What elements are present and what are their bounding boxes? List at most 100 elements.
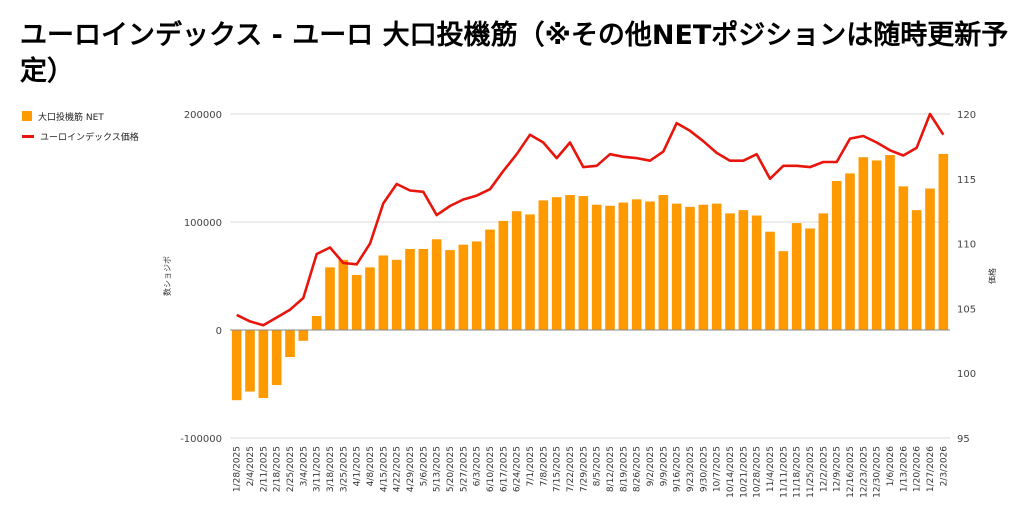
y-tick-label: 200000 xyxy=(184,110,222,121)
x-tick-label: 9/16/2025 xyxy=(673,446,683,492)
bar xyxy=(258,330,269,399)
bar xyxy=(365,267,375,330)
bar xyxy=(711,203,722,330)
bar xyxy=(325,267,335,330)
bar xyxy=(725,213,735,330)
bar xyxy=(645,201,655,330)
bar xyxy=(538,200,549,330)
x-tick-label: 12/16/2025 xyxy=(846,446,856,498)
bar xyxy=(338,259,349,330)
x-tick-label: 6/10/2025 xyxy=(486,446,496,492)
legend-item-price[interactable]: ユーロインデックス価格 xyxy=(22,126,139,146)
bar xyxy=(831,180,842,330)
y2-tick-label: 120 xyxy=(957,110,976,121)
bar xyxy=(805,228,815,330)
bar xyxy=(631,199,642,330)
bar xyxy=(938,153,949,330)
x-tick-label: 10/21/2025 xyxy=(739,446,749,498)
x-tick-label: 7/8/2025 xyxy=(539,446,549,486)
bar xyxy=(911,210,922,330)
legend-label-net: 大口投機筋 NET xyxy=(38,112,104,123)
x-tick-label: 12/2/2025 xyxy=(819,446,829,492)
x-tick-label: 8/26/2025 xyxy=(633,446,643,492)
x-tick-label: 4/29/2025 xyxy=(406,446,416,492)
x-tick-label: 4/15/2025 xyxy=(379,446,389,492)
x-tick-label: 9/9/2025 xyxy=(659,446,669,486)
x-tick-label: 6/3/2025 xyxy=(473,446,483,486)
bar xyxy=(418,249,429,330)
bar xyxy=(391,259,402,330)
x-tick-label: 3/11/2025 xyxy=(313,446,323,492)
y-tick-label: 100000 xyxy=(184,218,222,229)
bar xyxy=(245,330,255,392)
bar xyxy=(285,330,295,357)
x-tick-label: 10/14/2025 xyxy=(726,446,736,498)
bar xyxy=(565,195,575,330)
bar xyxy=(898,186,909,330)
bar xyxy=(578,196,589,330)
y-tick-label: 0 xyxy=(216,326,222,337)
bar xyxy=(511,211,522,330)
chart-title: ユーロインデックス - ユーロ 大口投機筋（※その他NETポジションは随時更新予… xyxy=(20,20,1009,87)
x-tick-label: 9/23/2025 xyxy=(686,446,696,492)
y2-tick-label: 115 xyxy=(957,175,976,186)
x-tick-label: 2/11/2025 xyxy=(259,446,269,492)
x-tick-label: 5/6/2025 xyxy=(419,446,429,486)
y2-tick-label: 105 xyxy=(957,304,976,315)
bar xyxy=(858,157,869,330)
x-tick-label: 3/4/2025 xyxy=(299,446,309,486)
bar xyxy=(378,255,389,330)
bar xyxy=(431,239,442,330)
legend-label-price: ユーロインデックス価格 xyxy=(40,132,139,143)
bar xyxy=(298,330,309,341)
legend-swatch-bar xyxy=(22,111,32,121)
x-tick-label: 5/20/2025 xyxy=(446,446,456,492)
bar xyxy=(818,213,829,330)
x-tick-label: 7/1/2025 xyxy=(526,446,536,486)
x-tick-label: 1/20/2026 xyxy=(913,446,923,492)
bar xyxy=(658,195,669,330)
y-axis-label: 数ショジボ xyxy=(162,256,172,296)
x-tick-label: 1/13/2026 xyxy=(899,446,909,492)
bar xyxy=(871,160,882,330)
y2-axis-label: 価格 xyxy=(987,268,997,284)
bar xyxy=(445,250,455,330)
x-tick-label: 11/25/2025 xyxy=(806,446,816,498)
x-tick-label: 8/19/2025 xyxy=(619,446,629,492)
x-tick-label: 12/23/2025 xyxy=(859,446,869,498)
y2-tick-label: 95 xyxy=(957,434,970,445)
bar xyxy=(485,229,495,330)
x-tick-label: 3/25/2025 xyxy=(339,446,349,492)
x-tick-label: 2/4/2025 xyxy=(246,446,256,486)
bar xyxy=(311,315,322,330)
bar xyxy=(551,197,562,330)
bar xyxy=(671,203,682,330)
bar xyxy=(351,274,362,330)
y2-tick-label: 110 xyxy=(957,240,976,251)
x-tick-label: 11/18/2025 xyxy=(793,446,803,498)
x-tick-label: 4/1/2025 xyxy=(353,446,363,486)
x-tick-label: 4/8/2025 xyxy=(366,446,376,486)
x-tick-label: 6/24/2025 xyxy=(513,446,523,492)
bar xyxy=(751,215,762,330)
bar xyxy=(698,204,709,330)
x-tick-label: 11/4/2025 xyxy=(766,446,776,492)
x-tick-label: 11/11/2025 xyxy=(779,446,789,498)
x-tick-label: 1/27/2026 xyxy=(926,446,936,492)
x-tick-label: 12/30/2025 xyxy=(873,446,883,498)
bar xyxy=(738,210,749,330)
bar xyxy=(605,205,615,330)
y-tick-label: -100000 xyxy=(180,434,222,445)
x-tick-label: 8/12/2025 xyxy=(606,446,616,492)
bar xyxy=(885,155,895,330)
y2-tick-label: 100 xyxy=(957,369,976,380)
x-tick-label: 10/28/2025 xyxy=(753,446,763,498)
legend-swatch-line xyxy=(22,134,34,138)
bar xyxy=(231,330,242,401)
legend-item-net[interactable]: 大口投機筋 NET xyxy=(22,106,139,126)
x-tick-label: 2/25/2025 xyxy=(286,446,296,492)
bar xyxy=(405,249,415,330)
bar xyxy=(685,206,695,330)
bar xyxy=(765,231,775,330)
